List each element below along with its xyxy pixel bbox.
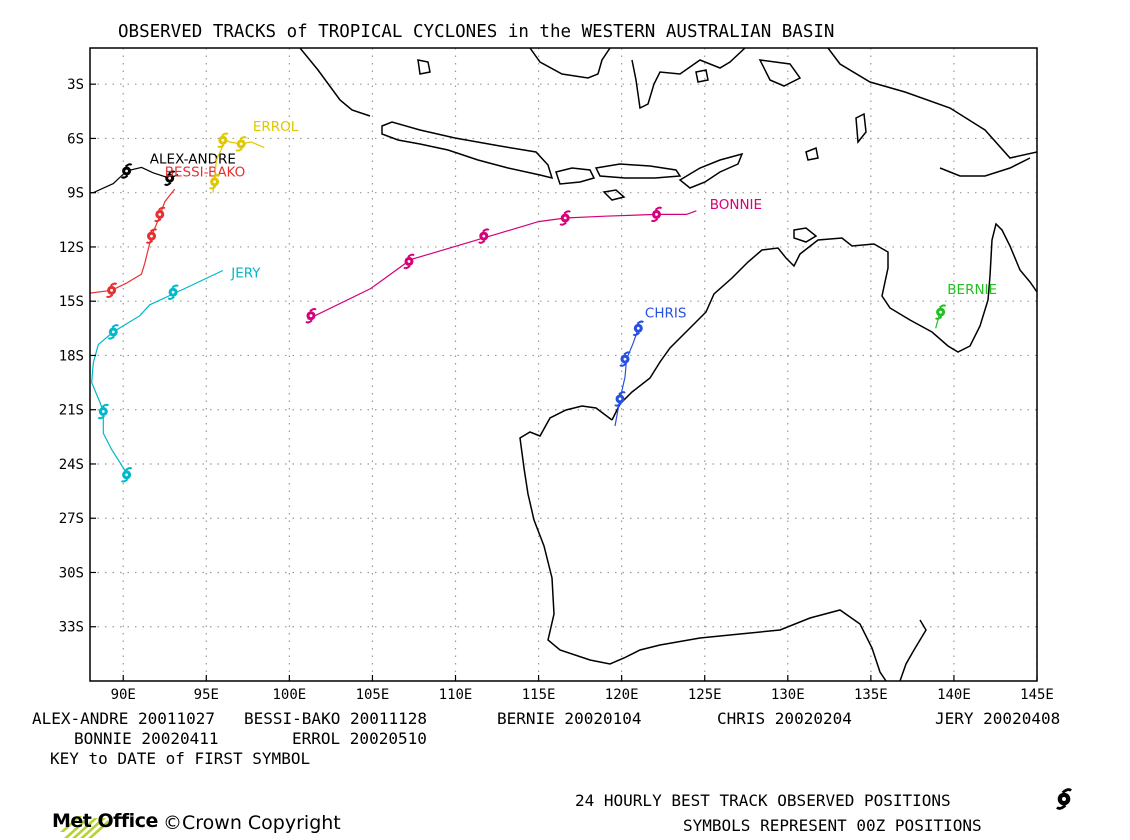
coast-bali (555, 167, 596, 185)
y-tick-label: 18S (59, 348, 84, 364)
cyclone-symbol-bonnie (477, 228, 490, 244)
cyclone-symbol-bonnie (403, 253, 415, 270)
y-tick-label: 9S (67, 186, 84, 202)
x-tick-label: 125E (688, 687, 722, 703)
y-tick-label: 21S (59, 403, 84, 419)
date-key-bessi-bako: BESSI-BAKO 20011128 (244, 709, 428, 728)
date-key-chris: CHRIS 20020204 (717, 709, 852, 728)
x-tick-label: 130E (771, 687, 805, 703)
track-bessi_bako: BESSI-BAKO (90, 164, 246, 299)
y-tick-label: 27S (59, 511, 84, 527)
cyclone-symbol-jery (97, 403, 110, 420)
y-tick-label: 12S (59, 240, 84, 256)
track-label-bernie: BERNIE (947, 282, 997, 298)
track-bonnie: BONNIE (305, 197, 762, 324)
copyright-icon: © (163, 812, 182, 834)
y-tick-label: 15S (59, 294, 84, 310)
plot-frame (89, 47, 1038, 682)
track-label-errol: ERROL (253, 119, 299, 135)
cyclone-symbol-bernie (934, 304, 947, 320)
axis-labels: 90E 95E 100E 105E 110E 115E 120E 125E 130E 135E 14… (59, 77, 1054, 703)
coast-small-3 (805, 146, 819, 161)
track-label-jery: JERY (230, 266, 261, 282)
track-label-chris: CHRIS (645, 305, 687, 321)
chart-title: OBSERVED TRACKS of TROPICAL CYCLONES in … (118, 22, 835, 42)
lat-lon-grid (90, 48, 1038, 681)
coast-small-1 (417, 59, 431, 75)
coast-new-guinea-south (939, 157, 1031, 177)
coast-bay (793, 227, 818, 243)
y-tick-label: 24S (59, 457, 84, 473)
cyclone-symbol-jery (107, 324, 120, 340)
track-errol: ERROL (208, 119, 299, 193)
coast-timor (678, 152, 744, 189)
coast-australia-west (519, 405, 887, 681)
track-chris: CHRIS (614, 305, 687, 427)
legend-cyclone-symbol-icon (1055, 788, 1073, 810)
coast-sumba (602, 189, 626, 201)
track-line-bonnie (307, 210, 697, 320)
cyclone-symbol-errol (216, 132, 229, 148)
met-office-logo-icon (60, 816, 110, 838)
coast-australia (611, 222, 1037, 421)
coast-borneo (529, 48, 611, 79)
cyclone-symbol-chris (614, 391, 626, 407)
y-tick-label: 6S (67, 131, 84, 147)
date-key-bernie: BERNIE 20020104 (497, 709, 642, 728)
coastlines (299, 48, 1037, 681)
coast-sulawesi (631, 48, 746, 110)
x-tick-label: 120E (605, 687, 639, 703)
coast-sumatra (299, 48, 371, 117)
cyclone-symbol-jery (167, 284, 180, 300)
cyclone-symbol-chris (632, 320, 645, 337)
x-tick-label: 95E (194, 687, 219, 703)
y-tick-label: 30S (59, 565, 84, 581)
date-key-jery: JERY 20020408 (935, 709, 1061, 728)
coast-australia-se (899, 619, 927, 681)
copyright-label: Crown Copyright (182, 812, 341, 834)
date-key-errol: ERROL 20020510 (292, 729, 427, 748)
legend-line-1: 24 HOURLY BEST TRACK OBSERVED POSITIONS (575, 791, 951, 810)
coast-java (381, 121, 554, 180)
cyclone-symbol-bessi_bako (153, 206, 166, 223)
x-tick-label: 115E (522, 687, 556, 703)
y-tick-label: 3S (67, 77, 84, 93)
coast-seram (758, 59, 802, 87)
crown-copyright: ©Crown Copyright (163, 812, 341, 834)
track-line-jery (91, 269, 224, 474)
coast-small-4 (695, 69, 709, 83)
y-tick-label: 33S (59, 620, 84, 636)
coast-new-guinea (827, 48, 1037, 159)
cyclone-symbol-bessi_bako (105, 282, 118, 299)
track-label-bessi_bako: BESSI-BAKO (165, 164, 246, 180)
cyclone-symbol-bonnie (559, 210, 572, 226)
key-note: KEY to DATE of FIRST SYMBOL (50, 749, 311, 768)
coast-flores (594, 163, 682, 179)
x-tick-label: 90E (111, 687, 136, 703)
track-label-bonnie: BONNIE (710, 197, 762, 213)
track-jery: JERY (91, 266, 261, 483)
cyclone-symbol-bonnie (650, 206, 663, 223)
legend-line-2: SYMBOLS REPRESENT 00Z POSITIONS (683, 816, 982, 835)
cyclone-symbol-jery (120, 467, 133, 483)
track-alex_andre: ALEX-ANDRE (90, 152, 236, 194)
cyclone-symbol-bonnie (305, 307, 317, 324)
x-tick-label: 100E (273, 687, 307, 703)
cyclone-symbol-errol (235, 136, 248, 152)
met-office-brand: Met Office (52, 810, 158, 832)
x-tick-label: 105E (356, 687, 390, 703)
track-bernie: BERNIE (934, 282, 997, 329)
x-tick-label: 140E (937, 687, 971, 703)
cyclone-symbol-bessi_bako (145, 228, 158, 244)
date-key-bonnie: BONNIE 20020411 (74, 729, 219, 748)
track-label-alex_andre: ALEX-ANDRE (150, 152, 236, 168)
track-line-chris (614, 328, 639, 427)
x-tick-label: 135E (854, 687, 888, 703)
x-tick-label: 110E (439, 687, 473, 703)
x-tick-label: 145E (1020, 687, 1054, 703)
coast-small-2 (855, 112, 867, 144)
date-key-alex-andre: ALEX-ANDRE 20011027 (32, 709, 216, 728)
